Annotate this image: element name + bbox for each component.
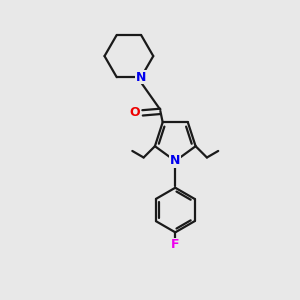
Text: O: O [130, 106, 140, 119]
Text: F: F [171, 238, 179, 251]
Text: N: N [170, 154, 181, 167]
Text: N: N [136, 71, 146, 84]
